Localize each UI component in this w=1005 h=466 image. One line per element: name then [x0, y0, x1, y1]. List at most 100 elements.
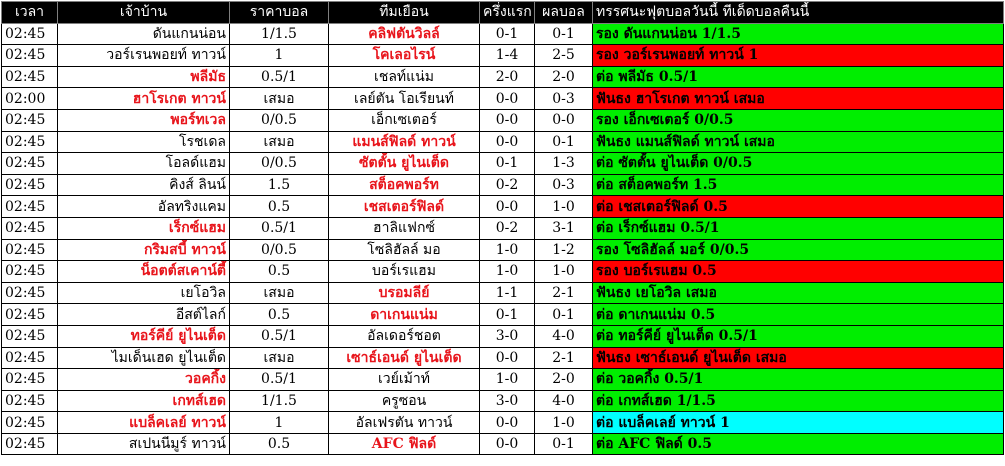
table-row: 02:00 ฮาโรเกต ทาวน์ เสมอ เลย์ตัน โอเรียนท์ 0…	[1, 87, 1004, 110]
home-team: กริมสบี้ ทาวน์	[57, 238, 230, 262]
handicap-odds: 0.5	[229, 260, 329, 283]
full-time-score: 1-3	[534, 152, 593, 175]
header-home: เจ้าบ้าน	[57, 1, 230, 24]
home-team: โรชเดล	[57, 130, 230, 154]
table-row: 02:45 เยโอวิล เสมอ บรอมลีย์ 1-1 2-1 ฟันธง เยโอ…	[1, 281, 1004, 305]
full-time-score: 1-0	[534, 195, 593, 218]
away-team: เชสเตอร์ฟิลด์	[328, 195, 480, 218]
away-team: เวย์เม้าท์	[328, 368, 480, 391]
match-time: 02:45	[1, 22, 58, 46]
full-time-score: 0-0	[534, 108, 593, 132]
home-team: ทอร์คีย์ ยูไนเต็ด	[57, 324, 230, 348]
full-time-score: 0-3	[534, 87, 593, 110]
table-row: 02:45 สเปนนีมูร์ ทาวน์ 0.5 AFC ฟิลด์ 0-0 0-1 ต…	[1, 432, 1004, 456]
half-time-score: 0-1	[479, 303, 535, 326]
match-time: 02:45	[1, 389, 58, 413]
handicap-odds: 0.5/1	[229, 65, 329, 89]
full-time-score: 1-2	[534, 238, 593, 262]
match-time: 02:45	[1, 324, 58, 348]
away-team: ฮาลิแฟกซ์	[328, 216, 480, 240]
tip-text: ต่อ วอคกิ้ง 0.5/1	[592, 368, 1004, 391]
full-time-score: 0-1	[534, 432, 593, 456]
handicap-odds: 0.5	[229, 195, 329, 218]
half-time-score: 0-0	[479, 108, 535, 132]
football-tips-table: เวลา เจ้าบ้าน ราคาบอล ทีมเยือน ครึ่งแรก …	[1, 1, 1004, 456]
home-team: ฮาโรเกต ทาวน์	[57, 87, 230, 110]
tip-text: ฟันธง ฮาโรเกต ทาวน์ เสมอ	[592, 87, 1004, 110]
half-time-score: 0-0	[479, 346, 535, 370]
tip-text: ต่อ เร็กซ์แฮม 0.5/1	[592, 216, 1004, 240]
full-time-score: 2-1	[534, 281, 593, 305]
handicap-odds: 0.5	[229, 432, 329, 456]
away-team: เชลท์แน่ม	[328, 65, 480, 89]
home-team: เยโอวิล	[57, 281, 230, 305]
away-team: สต็อคพอร์ท	[328, 173, 480, 197]
table-row: 02:45 ทอร์คีย์ ยูไนเต็ด 0.5/1 อัลเดอร์ชอต 3-…	[1, 324, 1004, 348]
match-time: 02:45	[1, 216, 58, 240]
table-row: 02:45 พอร์ทเวล 0/0.5 เอ็กเซเตอร์ 0-0 0-0 รอง เ…	[1, 108, 1004, 132]
full-time-score: 0-1	[534, 303, 593, 326]
match-time: 02:45	[1, 173, 58, 197]
home-team: วอคกิ้ง	[57, 368, 230, 391]
tip-text: ต่อ เกทส์เฮด 1/1.5	[592, 389, 1004, 413]
tip-text: ฟันธง เยโอวิล เสมอ	[592, 281, 1004, 305]
home-team: พลีมัธ	[57, 65, 230, 89]
tip-text: ฟันธง เซาธ์เอนด์ ยูไนเต็ด เสมอ	[592, 346, 1004, 370]
header-result: ผลบอล	[534, 1, 593, 24]
match-time: 02:45	[1, 281, 58, 305]
tip-text: รอง โซลิฮัลล์ มอร์ 0/0.5	[592, 238, 1004, 262]
table-row: 02:45 เกทส์เฮด 1/1.5 ครูซอน 3-0 4-0 ต่อ เกทส์เ…	[1, 389, 1004, 413]
home-team: น็อตต์สเคาน์ตี้	[57, 260, 230, 283]
match-time: 02:45	[1, 346, 58, 370]
handicap-odds: 0/0.5	[229, 152, 329, 175]
tip-text: ต่อ ซัตตั้น ยูไนเต็ด 0/0.5	[592, 152, 1004, 175]
tip-text: ต่อ ดาเกนแน่ม 0.5	[592, 303, 1004, 326]
half-time-score: 0-2	[479, 216, 535, 240]
handicap-odds: 1	[229, 44, 329, 67]
tip-text: รอง บอร์เรแฮม 0.5	[592, 260, 1004, 283]
table-row: 02:45 เร็กซ์แฮม 0.5/1 ฮาลิแฟกซ์ 0-2 3-1 ต่อ เร…	[1, 216, 1004, 240]
table-row: 02:45 ไมเด็นเฮด ยูไนเต็ด เสมอ เซาธ์เอนด์ ยู…	[1, 346, 1004, 370]
match-time: 02:45	[1, 195, 58, 218]
header-away: ทีมเยือน	[328, 1, 480, 24]
away-team: เซาธ์เอนด์ ยูไนเต็ด	[328, 346, 480, 370]
header-row: เวลา เจ้าบ้าน ราคาบอล ทีมเยือน ครึ่งแรก …	[1, 1, 1004, 24]
half-time-score: 0-2	[479, 173, 535, 197]
table-row: 02:45 แบล็คเลย์ ทาวน์ 1 อัลเฟรตัน ทาวน์ 0-0 1…	[1, 411, 1004, 434]
full-time-score: 2-0	[534, 368, 593, 391]
full-time-score: 1-0	[534, 260, 593, 283]
away-team: คลิฟตันวิลล์	[328, 22, 480, 46]
half-time-score: 1-0	[479, 260, 535, 283]
half-time-score: 1-0	[479, 238, 535, 262]
table-row: 02:45 วอคกิ้ง 0.5/1 เวย์เม้าท์ 1-0 2-0 ต่อ วอค…	[1, 368, 1004, 391]
table-row: 02:45 น็อตต์สเคาน์ตี้ 0.5 บอร์เรแฮม 1-0 1-0 รอ…	[1, 260, 1004, 283]
match-time: 02:45	[1, 130, 58, 154]
half-time-score: 1-0	[479, 368, 535, 391]
handicap-odds: 1.5	[229, 173, 329, 197]
handicap-odds: 1/1.5	[229, 22, 329, 46]
away-team: อัลเดอร์ชอต	[328, 324, 480, 348]
match-time: 02:00	[1, 87, 58, 110]
tip-text: ต่อ ทอร์คีย์ ยูไนเต็ด 0.5/1	[592, 324, 1004, 348]
match-time: 02:45	[1, 432, 58, 456]
header-odds: ราคาบอล	[229, 1, 329, 24]
full-time-score: 2-5	[534, 44, 593, 67]
full-time-score: 0-1	[534, 22, 593, 46]
half-time-score: 0-0	[479, 411, 535, 434]
match-time: 02:45	[1, 238, 58, 262]
match-time: 02:45	[1, 108, 58, 132]
half-time-score: 1-1	[479, 281, 535, 305]
home-team: เกทส์เฮด	[57, 389, 230, 413]
handicap-odds: 1	[229, 411, 329, 434]
handicap-odds: เสมอ	[229, 130, 329, 154]
home-team: คิงส์ ลินน์	[57, 173, 230, 197]
handicap-odds: 0/0.5	[229, 238, 329, 262]
half-time-score: 0-1	[479, 152, 535, 175]
home-team: วอร์เรนพอยท์ ทาวน์	[57, 44, 230, 67]
half-time-score: 0-0	[479, 87, 535, 110]
table-row: 02:45 อีสต์ไลก์ 0.5 ดาเกนแน่ม 0-1 0-1 ต่อ ดาเก…	[1, 303, 1004, 326]
half-time-score: 0-0	[479, 195, 535, 218]
full-time-score: 4-0	[534, 324, 593, 348]
match-time: 02:45	[1, 411, 58, 434]
table-row: 02:45 คิงส์ ลินน์ 1.5 สต็อคพอร์ท 0-2 0-3 ต่อ ส…	[1, 173, 1004, 197]
